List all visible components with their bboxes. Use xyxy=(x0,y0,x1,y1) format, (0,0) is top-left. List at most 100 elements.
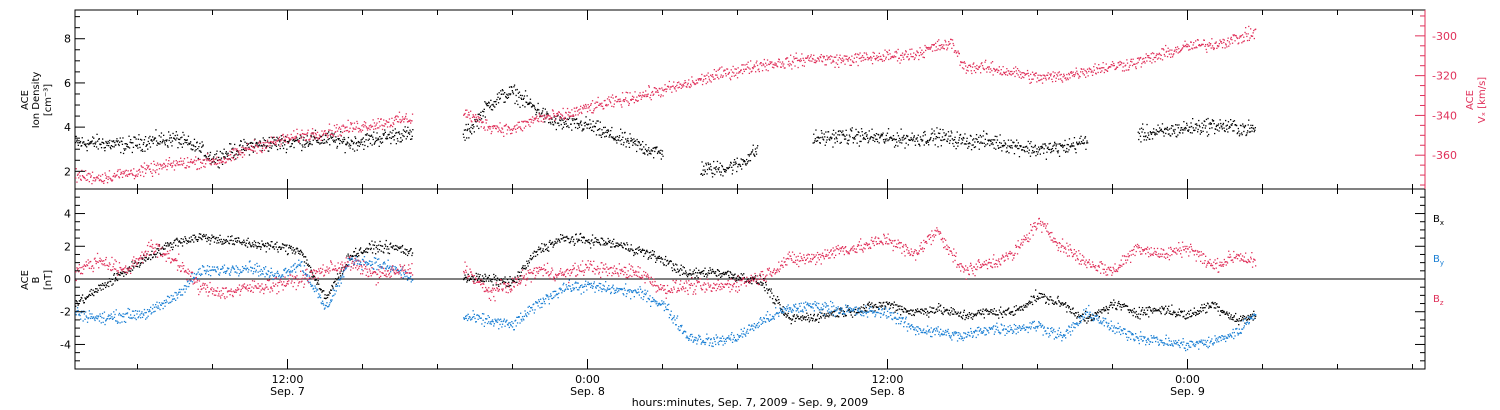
density-series-point xyxy=(627,137,629,140)
bx-series-point xyxy=(824,317,826,319)
bx-series-point xyxy=(163,248,165,250)
vx-series-point xyxy=(243,147,245,149)
density-series-point xyxy=(292,139,295,141)
density-series-point xyxy=(363,148,365,150)
density-series-point xyxy=(901,142,903,144)
vx-series-point xyxy=(359,129,361,132)
density-series-point xyxy=(193,145,195,147)
density-series-point xyxy=(233,155,235,157)
density-series-point xyxy=(1226,128,1228,130)
vx-series-point xyxy=(407,121,409,123)
bx-series-point xyxy=(187,240,189,242)
vx-series-point xyxy=(473,115,475,117)
vx-series-point xyxy=(663,88,665,91)
vx-series-point xyxy=(216,163,219,165)
vx-series-point xyxy=(401,119,403,121)
vx-series-point xyxy=(893,56,895,59)
vx-series-point xyxy=(508,127,510,129)
vx-series-point xyxy=(1097,71,1099,74)
density-series-point xyxy=(902,136,904,138)
density-series-point xyxy=(161,142,163,144)
density-series-point xyxy=(202,145,204,147)
vx-series-point xyxy=(260,142,262,144)
bx-series-point xyxy=(108,278,111,280)
bx-series-point xyxy=(765,284,767,286)
density-series-point xyxy=(263,143,265,146)
bx-series-point xyxy=(520,271,522,273)
density-series-point xyxy=(1171,125,1173,127)
vx-series-point xyxy=(783,63,785,65)
vx-series-point xyxy=(1010,70,1012,73)
density-series-point xyxy=(137,147,139,149)
bx-series-point xyxy=(231,235,233,237)
vx-series-point xyxy=(1103,71,1105,74)
density-series-point xyxy=(997,145,999,147)
density-series-point xyxy=(185,139,187,141)
density-series-point xyxy=(242,145,244,147)
bx-series-point xyxy=(883,301,885,304)
vx-series-point xyxy=(780,66,782,68)
vx-series-point xyxy=(210,164,212,166)
density-series-point xyxy=(753,153,755,155)
vx-series-point xyxy=(325,132,327,135)
vx-series-point xyxy=(1215,41,1217,43)
vx-series-point xyxy=(341,125,343,127)
vx-series-point xyxy=(76,181,78,183)
vx-series-point xyxy=(1015,66,1017,68)
density-series-point xyxy=(930,133,933,135)
bx-series-point xyxy=(660,256,662,259)
vx-series-point xyxy=(1241,42,1243,44)
vx-series-point xyxy=(285,141,287,143)
bx-series-point xyxy=(672,263,674,265)
density-series-point xyxy=(655,148,657,150)
vx-series-point xyxy=(977,68,979,70)
vx-series-point xyxy=(250,145,252,147)
bx-series-point xyxy=(466,281,468,283)
bx-series-point xyxy=(784,312,786,314)
vx-series-point xyxy=(206,153,209,155)
vx-series-point xyxy=(269,144,271,147)
vx-series-point xyxy=(747,61,749,63)
vx-series-point xyxy=(88,172,90,175)
vx-series-point xyxy=(183,162,185,164)
vx-series-point xyxy=(1021,72,1023,74)
bx-series-point xyxy=(860,306,862,308)
density-series-point xyxy=(266,145,268,147)
density-series-point xyxy=(953,145,955,147)
density-series-point xyxy=(129,141,131,143)
density-series-point xyxy=(701,161,703,163)
vx-series-point xyxy=(771,61,773,63)
density-series-point xyxy=(474,118,476,121)
bx-series-point xyxy=(317,280,319,282)
density-series-point xyxy=(1059,143,1061,145)
density-series-point xyxy=(297,139,299,141)
vx-series-point xyxy=(318,134,321,136)
vx-series-point xyxy=(920,54,922,56)
density-series-point xyxy=(848,134,851,136)
bx-series-point xyxy=(639,248,641,251)
vx-series-point xyxy=(176,161,179,163)
density-series-point xyxy=(865,132,867,134)
density-series-point xyxy=(1156,133,1158,135)
bx-series-point xyxy=(229,239,231,242)
vx-series-point xyxy=(941,44,943,46)
density-series-point xyxy=(83,141,85,143)
vx-series-point xyxy=(625,97,627,99)
density-series-point xyxy=(632,142,634,144)
bx-series-point xyxy=(472,276,474,278)
vx-series-point xyxy=(946,47,949,49)
density-series-point xyxy=(1011,145,1013,147)
bx-series-point xyxy=(634,253,636,255)
density-series-point xyxy=(615,139,617,142)
density-series-point xyxy=(144,150,146,152)
density-series-point xyxy=(345,144,347,146)
bx-series-point xyxy=(938,309,940,311)
vx-series-point xyxy=(1179,51,1181,53)
vx-series-point xyxy=(242,152,244,154)
bx-series-point xyxy=(665,255,667,258)
vx-series-point xyxy=(1103,67,1105,69)
vx-series-point xyxy=(1085,76,1087,78)
density-series-point xyxy=(922,135,924,137)
density-series-point xyxy=(1146,136,1149,139)
density-series-point xyxy=(1138,138,1140,141)
